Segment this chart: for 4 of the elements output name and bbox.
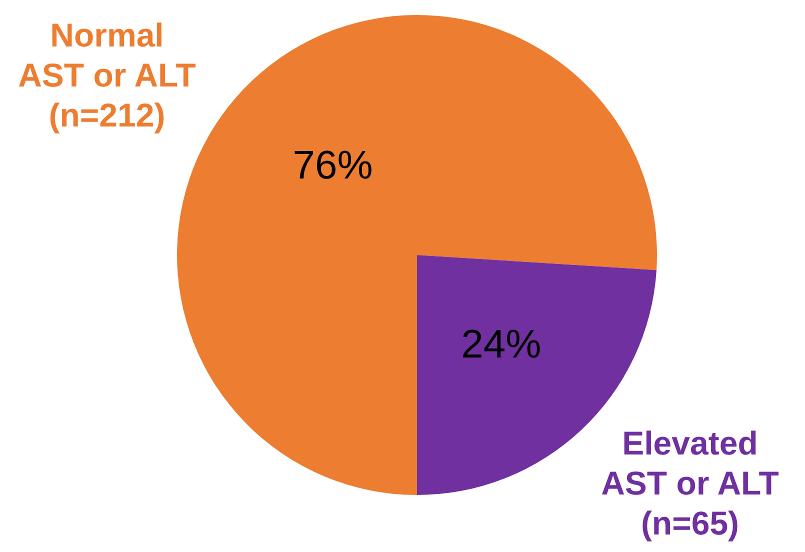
slice-label: Normal AST or ALT (n=212) [18,16,196,134]
data-label: 24% [461,322,542,367]
data-label: 76% [292,143,373,188]
slice-label: Elevated AST or ALT (n=65) [601,424,779,542]
